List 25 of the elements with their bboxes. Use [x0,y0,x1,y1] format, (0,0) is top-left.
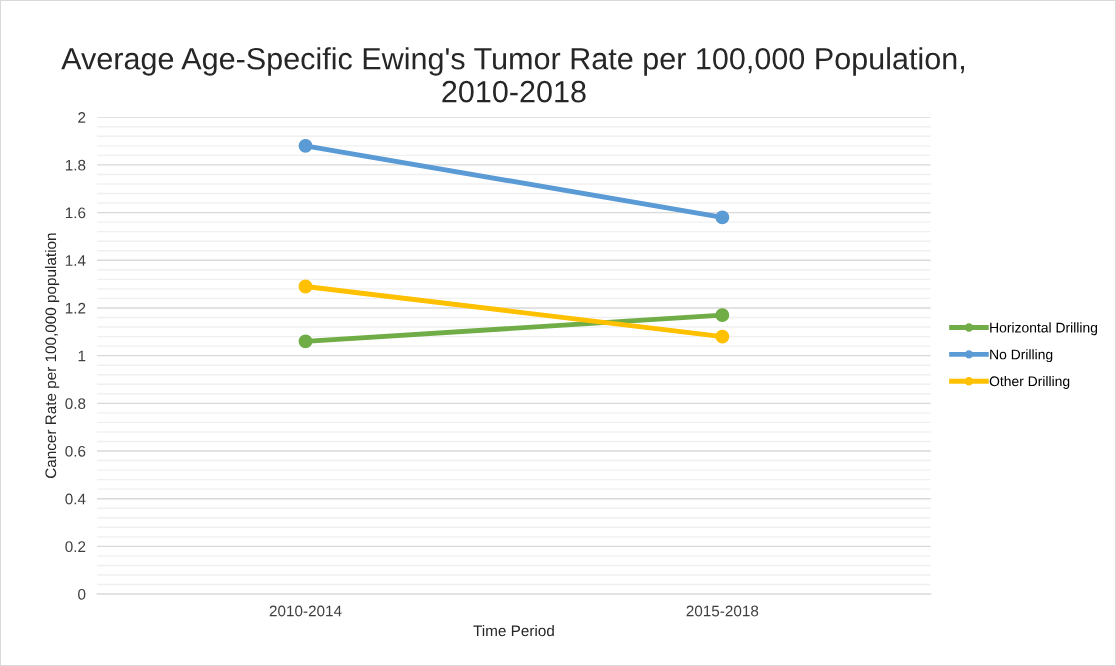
point [715,329,730,344]
y-tick-label: 1.2 [65,302,86,314]
y-tick-label: 2 [78,112,86,123]
y-tick-label: 0.8 [65,398,86,410]
y-tick-label: 0.4 [65,493,86,505]
point [715,210,730,225]
legend-label: Other Drilling [989,376,1070,389]
x-tick-label: 2015-2018 [686,605,759,617]
legend-label: Horizontal Drilling [990,322,1098,336]
chart-title: Average Age-Specific Ewing's Tumor Rate per 100,000 Population, 2010-2018 [61,47,964,103]
point [298,279,313,294]
point [298,334,313,349]
y-tick-label: 1.6 [65,207,86,219]
y-tick-label: 0 [78,588,86,600]
y-axis-title: Cancer Rate per 100,000 population [44,233,60,479]
y-tick-label: 1.4 [65,255,86,266]
x-tick-label: 2010-2014 [269,605,342,617]
point [715,308,730,323]
y-tick-label: 0.2 [65,541,86,553]
x-axis-title: Time Period [473,624,554,637]
point [298,138,313,153]
y-tick-label: 0.6 [65,445,86,457]
y-tick-label: 1 [78,350,86,362]
legend-label: No Drilling [990,349,1053,363]
y-tick-label: 1.8 [65,159,86,171]
